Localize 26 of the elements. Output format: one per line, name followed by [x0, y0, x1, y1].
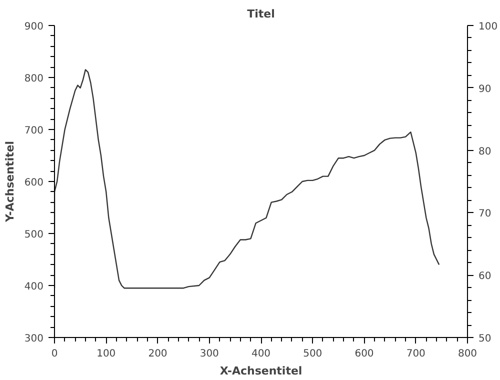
y2-tick-label: 90: [478, 84, 492, 95]
x-axis-title: X-Achsentitel: [220, 364, 302, 378]
y2-tick-label: 70: [478, 208, 492, 220]
chart-title: Titel: [247, 8, 275, 20]
y2-tick-label: 50: [478, 334, 492, 344]
y-tick-label: 500: [24, 230, 44, 240]
y-tick-label: 800: [24, 74, 44, 84]
x-tick-label: 300: [200, 348, 219, 360]
y2-tick-label: 100: [478, 22, 498, 32]
x-tick-label: 800: [458, 348, 478, 360]
y-tick-label: 300: [24, 334, 44, 344]
line-series: [54, 69, 440, 289]
x-tick-label: 700: [406, 348, 426, 360]
x-tick-label: 400: [251, 348, 271, 360]
y-tick-label: 900: [24, 22, 44, 32]
x-tick-label: 0: [51, 348, 58, 360]
y2-tick-label: 80: [478, 146, 492, 158]
x-tick-label: 600: [354, 348, 374, 360]
x-tick-label: 200: [148, 348, 168, 360]
x-tick-label: 500: [303, 348, 322, 360]
y-tick-label: 400: [24, 282, 44, 292]
x-tick-label: 100: [96, 348, 116, 360]
y-axis-title: Y-Achsentitel: [3, 140, 16, 224]
y-tick-label: 700: [24, 126, 44, 136]
y2-tick-label: 60: [478, 271, 492, 282]
y-tick-label: 600: [24, 178, 44, 188]
